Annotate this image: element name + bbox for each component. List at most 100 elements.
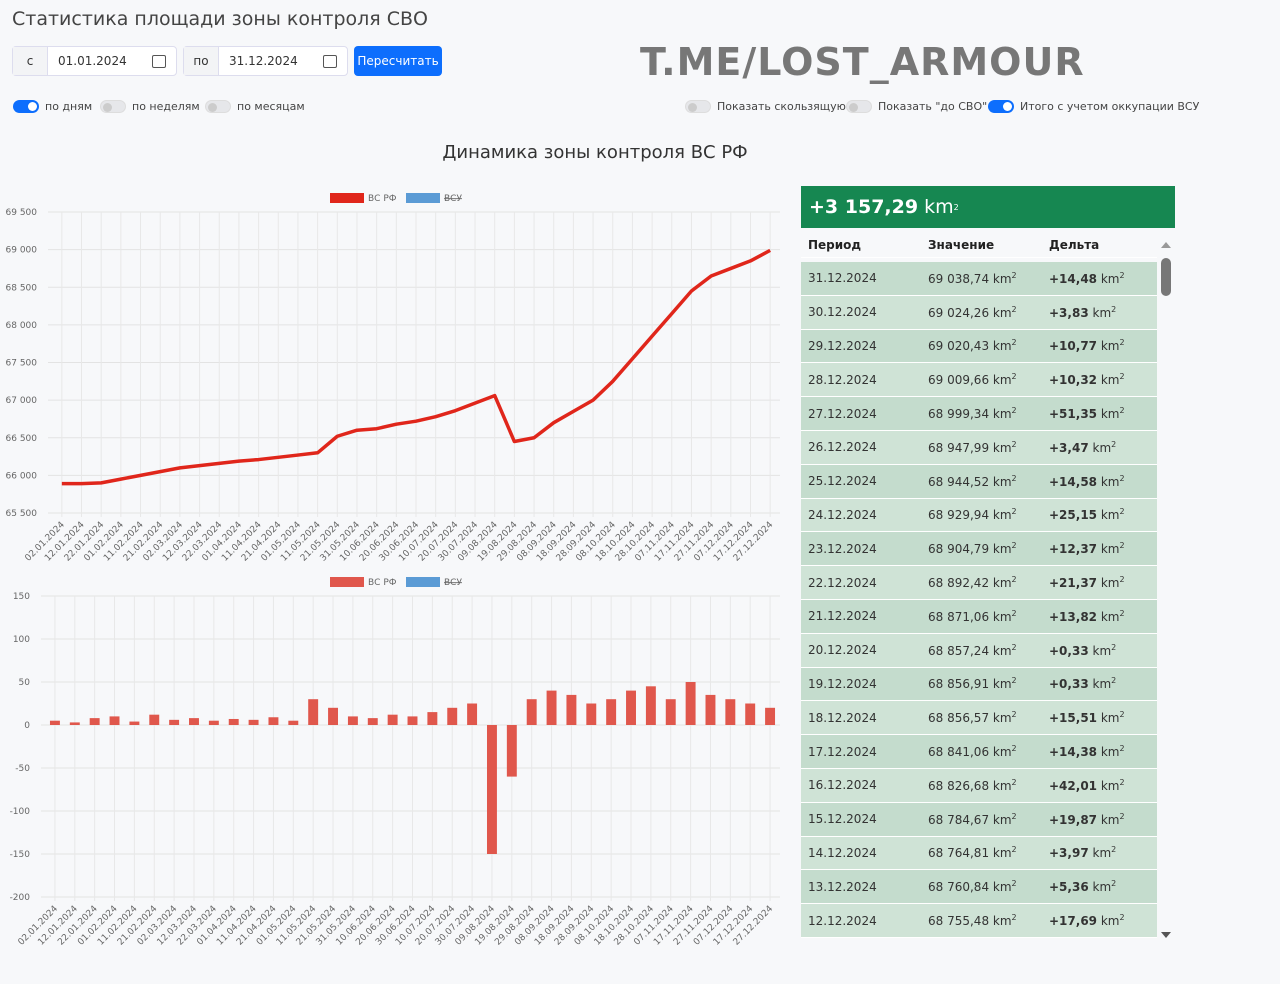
y-tick-label: 150 (13, 592, 30, 602)
recalc-button[interactable]: Пересчитать (354, 46, 442, 76)
toggle[interactable]: по дням (13, 100, 92, 113)
table-row[interactable]: 14.12.2024 68 764,81 km2 +3,97 km2 (801, 836, 1157, 871)
calendar-icon[interactable] (323, 54, 337, 68)
bar (506, 725, 517, 777)
table-cell: 68 929,94 km2 (928, 507, 1049, 522)
table-row[interactable]: 25.12.2024 68 944,52 km2 +14,58 km2 (801, 464, 1157, 499)
cell-text: 20.12.2024 (808, 643, 877, 658)
cell-text: 68 929,94 (928, 508, 990, 523)
charts-title: Динамика зоны контроля ВС РФ (442, 142, 748, 163)
to-date-input[interactable]: по 31.12.2024 (183, 46, 348, 76)
table-row[interactable]: 19.12.2024 68 856,91 km2 +0,33 km2 (801, 667, 1157, 702)
unit-power: 2 (1119, 507, 1125, 517)
cell-text: 68 871,06 (928, 609, 990, 624)
switch-knob (103, 103, 112, 112)
table-cell: 69 024,26 km2 (928, 305, 1049, 320)
unit: km (992, 576, 1012, 591)
table-row[interactable]: 24.12.2024 68 929,94 km2 +25,15 km2 (801, 498, 1157, 533)
table-row[interactable]: 29.12.2024 69 020,43 km2 +10,77 km2 (801, 329, 1157, 364)
bar (546, 690, 557, 725)
table-row[interactable]: 15.12.2024 68 784,67 km2 +19,87 km2 (801, 802, 1157, 837)
unit: km (992, 745, 1012, 760)
table-cell: +3,83 km2 (1049, 305, 1157, 320)
cell-text: 68 841,06 (928, 745, 990, 760)
unit: km (992, 271, 1012, 286)
table-row[interactable]: 18.12.2024 68 856,57 km2 +15,51 km2 (801, 701, 1157, 736)
unit-power: 2 (1111, 642, 1117, 652)
unit: km (1100, 711, 1120, 726)
cell-text: 28.12.2024 (808, 372, 877, 387)
cell-text: 68 784,67 (928, 812, 990, 827)
unit-power: 2 (1011, 710, 1017, 720)
table-row[interactable]: 27.12.2024 68 999,34 km2 +51,35 km2 (801, 397, 1157, 431)
table-cell: 12.12.2024 (801, 914, 928, 928)
table-row[interactable]: 12.12.2024 68 755,48 km2 +17,69 km2 (801, 904, 1157, 938)
unit-power: 2 (1119, 541, 1125, 551)
bar (248, 719, 259, 725)
scroll-up[interactable] (1161, 242, 1171, 248)
bar (49, 720, 60, 725)
cell-text: 27.12.2024 (808, 406, 877, 421)
unit-power: 2 (1011, 642, 1017, 652)
unit-power: 2 (1119, 338, 1125, 348)
cell-text: 69 038,74 (928, 271, 990, 286)
switch[interactable] (13, 100, 39, 113)
toggle[interactable]: Итого с учетом оккупации ВСУ (988, 100, 1199, 113)
toggle-label: Показать скользящую (717, 100, 846, 113)
switch[interactable] (205, 100, 231, 113)
unit-power: 2 (1011, 338, 1017, 348)
cell-text: +10,77 (1049, 339, 1098, 354)
toggle[interactable]: Показать скользящую (685, 100, 846, 113)
legend-label: ВСУ (444, 194, 462, 204)
table-cell: 27.12.2024 (801, 407, 928, 421)
unit-power: 2 (1111, 439, 1117, 449)
cell-text: 68 856,57 (928, 711, 990, 726)
table-row[interactable]: 22.12.2024 68 892,42 km2 +21,37 km2 (801, 566, 1157, 600)
scroll-down[interactable] (1161, 932, 1171, 938)
table-row[interactable]: 16.12.2024 68 826,68 km2 +42,01 km2 (801, 768, 1157, 803)
charts: 65 500 66 000 66 500 67 000 67 500 68 000 68 5… (6, 193, 780, 948)
table-body: 31.12.2024 69 038,74 km2 +14,48 km2 30.12.2… (801, 262, 1157, 950)
y-tick-label: 66 500 (6, 434, 38, 444)
unit: km (1100, 576, 1120, 591)
toggle-label: по месяцам (237, 100, 305, 113)
table-row[interactable]: 28.12.2024 69 009,66 km2 +10,32 km2 (801, 363, 1157, 398)
table-row[interactable]: 23.12.2024 68 904,79 km2 +12,37 km2 (801, 532, 1157, 567)
bar (268, 717, 279, 725)
y-tick-label: 68 000 (6, 321, 38, 331)
table-cell: 19.12.2024 (801, 677, 928, 691)
unit: km (1100, 407, 1120, 422)
unit: km (992, 643, 1012, 658)
toggle[interactable]: по неделям (100, 100, 200, 113)
table-row[interactable]: 31.12.2024 69 038,74 km2 +14,48 km2 (801, 262, 1157, 296)
cell-text: 23.12.2024 (808, 541, 877, 556)
table-row[interactable]: 20.12.2024 68 857,24 km2 +0,33 km2 (801, 633, 1157, 668)
legend-swatch (406, 193, 440, 203)
y-tick-label: 69 000 (6, 246, 38, 256)
table-row[interactable]: 26.12.2024 68 947,99 km2 +3,47 km2 (801, 430, 1157, 465)
table-cell: +10,77 km2 (1049, 338, 1157, 353)
bar (89, 718, 100, 725)
table-row[interactable]: 21.12.2024 68 871,06 km2 +13,82 km2 (801, 599, 1157, 634)
bar (288, 720, 299, 725)
calendar-icon[interactable] (152, 54, 166, 68)
toggle[interactable]: по месяцам (205, 100, 305, 113)
bar (447, 707, 458, 725)
switch[interactable] (846, 100, 872, 113)
table-cell: +14,58 km2 (1049, 474, 1157, 489)
unit-power: 2 (1011, 304, 1017, 314)
scrollbar[interactable] (1160, 240, 1172, 940)
line (61, 248, 771, 486)
from-date-input[interactable]: с 01.01.2024 (12, 46, 177, 76)
y-tick-label: -150 (10, 850, 31, 860)
toggle[interactable]: Показать "до СВО" (846, 100, 987, 113)
switch[interactable] (988, 100, 1014, 113)
bar (308, 699, 319, 725)
scroll-thumb[interactable] (1161, 258, 1171, 296)
table-row[interactable]: 17.12.2024 68 841,06 km2 +14,38 km2 (801, 735, 1157, 769)
switch[interactable] (100, 100, 126, 113)
bar (725, 699, 736, 725)
table-row[interactable]: 13.12.2024 68 760,84 km2 +5,36 km2 (801, 870, 1157, 905)
table-row[interactable]: 30.12.2024 69 024,26 km2 +3,83 km2 (801, 295, 1157, 330)
switch[interactable] (685, 100, 711, 113)
